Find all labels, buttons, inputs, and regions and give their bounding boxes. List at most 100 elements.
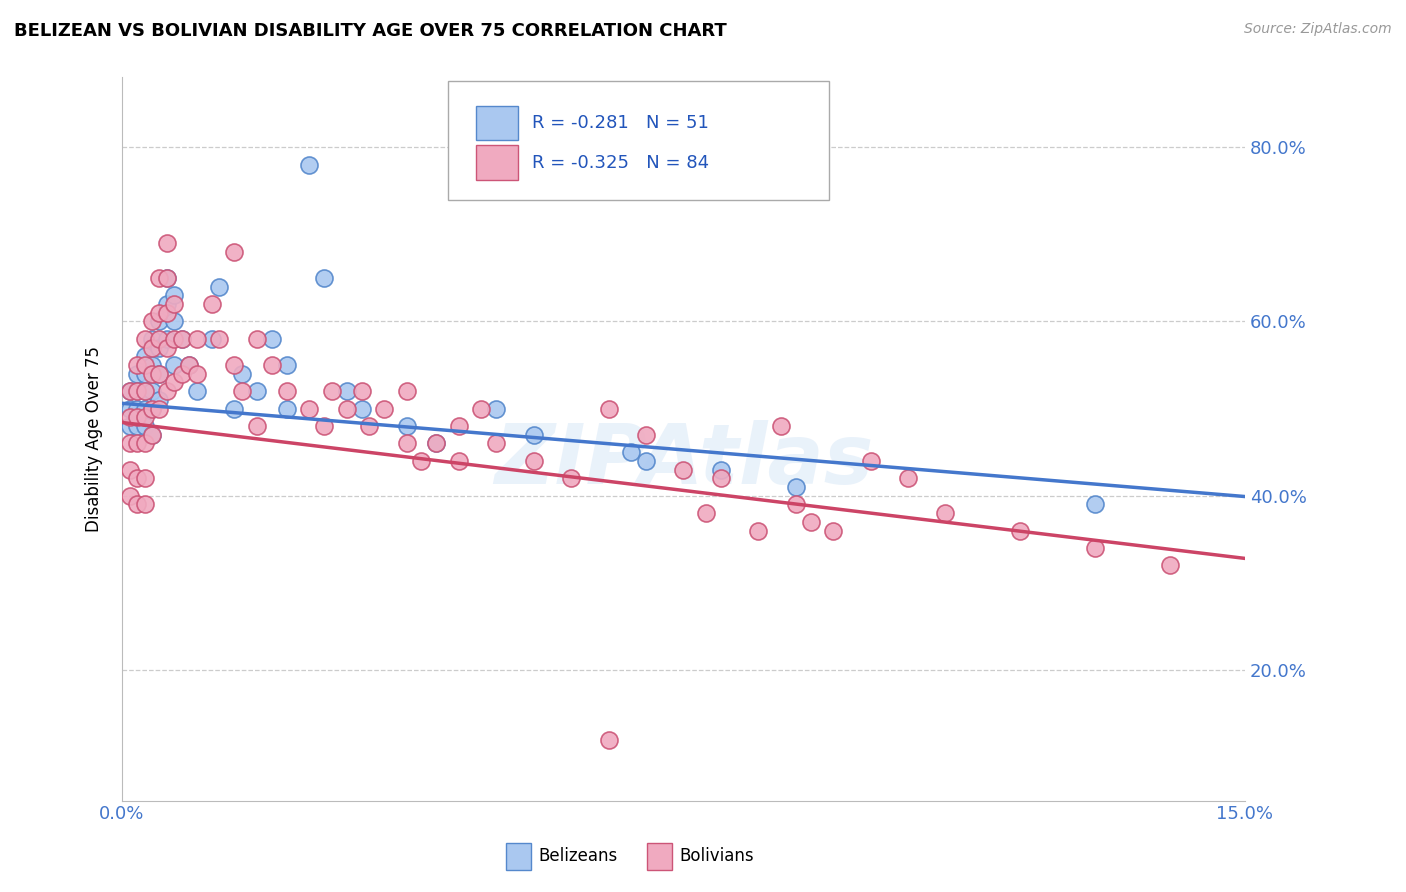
Point (523, 427, 546, 442)
Point (598, 401, 620, 416)
Point (118, 489, 141, 503)
Point (314, 419, 336, 434)
Point (148, 401, 170, 416)
Point (411, 454, 433, 468)
Point (134, 410, 156, 425)
FancyBboxPatch shape (475, 105, 519, 140)
Text: Belizeans: Belizeans (538, 847, 617, 865)
Point (208, 332, 231, 346)
Point (373, 401, 395, 416)
Point (118, 410, 141, 425)
Point (125, 401, 148, 416)
Point (141, 384, 163, 398)
Point (1010, 524, 1032, 538)
Point (179, 358, 201, 372)
Point (634, 427, 657, 442)
Point (1084, 541, 1107, 555)
Point (350, 384, 373, 398)
Point (620, 445, 643, 459)
Point (201, 297, 224, 311)
Point (224, 244, 246, 259)
Point (523, 454, 546, 468)
Point (141, 314, 163, 328)
Point (201, 332, 224, 346)
Point (141, 401, 163, 416)
Point (156, 270, 179, 285)
Point (125, 384, 148, 398)
Point (125, 436, 148, 450)
Point (224, 401, 246, 416)
Point (246, 332, 269, 346)
Text: ZIPAtlas: ZIPAtlas (494, 420, 873, 501)
Point (118, 384, 141, 398)
Point (747, 524, 769, 538)
Point (350, 401, 373, 416)
Point (260, 332, 283, 346)
Point (156, 306, 179, 320)
Point (769, 419, 792, 434)
Point (148, 367, 170, 381)
Point (695, 506, 717, 520)
Point (710, 471, 733, 485)
Point (447, 454, 470, 468)
Point (148, 332, 170, 346)
Point (156, 235, 179, 250)
FancyBboxPatch shape (475, 145, 519, 180)
FancyBboxPatch shape (447, 81, 830, 201)
Point (800, 515, 823, 529)
Point (141, 332, 163, 346)
Point (934, 506, 956, 520)
Point (134, 401, 156, 416)
Point (485, 401, 508, 416)
Text: Source: ZipAtlas.com: Source: ZipAtlas.com (1244, 22, 1392, 37)
Point (231, 367, 253, 381)
Point (785, 497, 807, 511)
Point (148, 314, 170, 328)
Point (276, 358, 298, 372)
Point (134, 384, 156, 398)
Point (395, 419, 418, 434)
Point (276, 384, 298, 398)
Point (447, 419, 470, 434)
Point (148, 392, 170, 407)
Point (823, 524, 845, 538)
Point (148, 341, 170, 355)
Point (485, 436, 508, 450)
Point (170, 367, 193, 381)
Point (231, 384, 253, 398)
Point (224, 358, 246, 372)
Point (314, 270, 336, 285)
Text: BELIZEAN VS BOLIVIAN DISABILITY AGE OVER 75 CORRELATION CHART: BELIZEAN VS BOLIVIAN DISABILITY AGE OVER… (14, 22, 727, 40)
Point (186, 384, 208, 398)
Point (321, 384, 343, 398)
Point (170, 332, 193, 346)
Point (470, 401, 492, 416)
Point (336, 401, 359, 416)
Point (156, 341, 179, 355)
Point (134, 358, 156, 372)
Point (598, 732, 620, 747)
Point (156, 332, 179, 346)
Text: R = -0.281   N = 51: R = -0.281 N = 51 (531, 114, 709, 132)
Point (710, 462, 733, 476)
Text: Bolivians: Bolivians (679, 847, 754, 865)
Point (134, 384, 156, 398)
Point (134, 471, 156, 485)
Point (134, 497, 156, 511)
Point (276, 401, 298, 416)
Point (163, 332, 186, 346)
Point (246, 419, 269, 434)
Point (125, 384, 148, 398)
Point (134, 419, 156, 434)
Point (134, 367, 156, 381)
Point (186, 367, 208, 381)
Point (141, 358, 163, 372)
Point (125, 419, 148, 434)
Point (118, 401, 141, 416)
Point (179, 358, 201, 372)
Point (1159, 558, 1181, 573)
Point (425, 436, 447, 450)
Point (156, 297, 179, 311)
Point (141, 401, 163, 416)
Point (134, 436, 156, 450)
